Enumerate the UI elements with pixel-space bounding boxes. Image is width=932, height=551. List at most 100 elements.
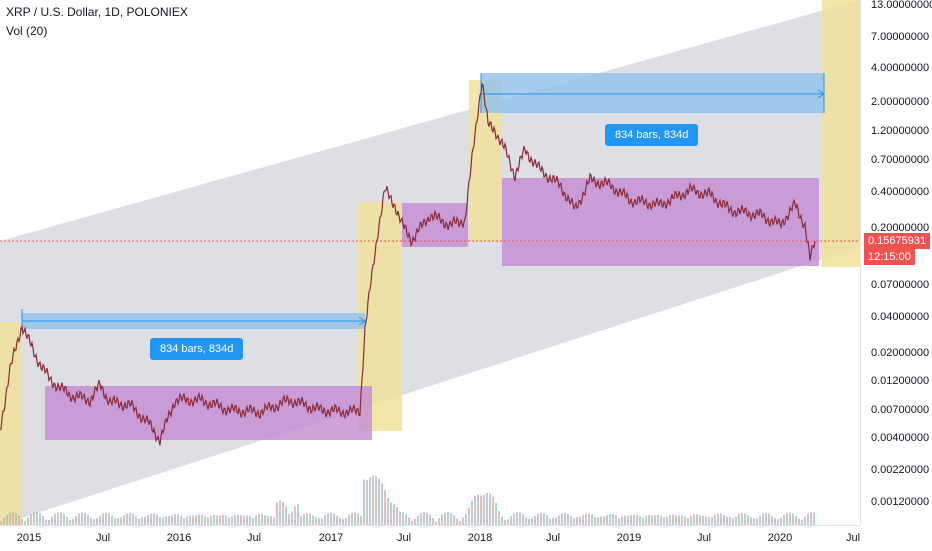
- volume-bar: [255, 515, 257, 525]
- volume-bar: [681, 515, 683, 525]
- volume-bar: [171, 515, 173, 525]
- volume-bar: [717, 513, 719, 525]
- volume-bar: [102, 513, 104, 525]
- volume-bar: [621, 516, 623, 525]
- volume-bar: [435, 521, 437, 525]
- volume-bar: [90, 517, 92, 525]
- volume-bar: [456, 518, 458, 525]
- volume-bar: [24, 521, 26, 525]
- volume-bar: [3, 518, 5, 525]
- volume-bar: [396, 507, 398, 525]
- volume-bar: [726, 516, 728, 525]
- volume-bar: [126, 513, 128, 525]
- volume-bar: [9, 512, 11, 525]
- volume-bar: [378, 478, 380, 525]
- volume-bar: [561, 513, 563, 525]
- purple-zone-2[interactable]: [402, 203, 468, 247]
- volume-bar: [237, 514, 239, 525]
- volume-bar: [99, 515, 101, 525]
- volume-bar: [174, 513, 176, 525]
- volume-bar: [222, 514, 224, 525]
- time-axis[interactable]: 2015 Jul 2016 Jul 2017 Jul 2018 Jul 2019…: [0, 525, 860, 551]
- volume-bar: [363, 479, 365, 525]
- volume-bar: [531, 518, 533, 525]
- volume-bar: [762, 513, 764, 525]
- volume-bar: [708, 517, 710, 525]
- volume-bar: [33, 512, 35, 525]
- volume-bar: [555, 517, 557, 525]
- price-tick: 2.00000000: [871, 96, 930, 108]
- volume-bar: [780, 517, 782, 525]
- purple-zone-3[interactable]: [502, 178, 819, 266]
- volume-bar: [450, 512, 452, 525]
- volume-bar: [336, 515, 338, 525]
- volume-bar: [228, 517, 230, 525]
- volume-bar: [639, 516, 641, 525]
- volume-bar: [135, 516, 137, 525]
- volume-bar: [120, 517, 122, 525]
- volume-bar: [690, 515, 692, 525]
- symbol-title[interactable]: XRP / U.S. Dollar, 1D, POLONIEX: [6, 5, 188, 19]
- volume-bar: [471, 500, 473, 525]
- volume-bar: [252, 518, 254, 525]
- volume-bar: [12, 512, 14, 525]
- volume-bar: [357, 513, 359, 525]
- volume-legend[interactable]: Vol (20): [6, 24, 48, 38]
- volume-bar: [384, 490, 386, 525]
- volume-bar: [687, 518, 689, 525]
- price-tick: 0.40000000: [871, 186, 930, 198]
- volume-bar: [516, 512, 518, 525]
- volume-bar: [411, 520, 413, 525]
- volume-bar: [645, 515, 647, 525]
- chart-area[interactable]: XRP / U.S. Dollar, 1D, POLONIEX Vol (20)…: [0, 0, 860, 525]
- volume-bar: [795, 516, 797, 525]
- yellow-zone-1[interactable]: [0, 322, 22, 525]
- volume-bar: [321, 518, 323, 525]
- volume-bar: [69, 519, 71, 525]
- volume-bar: [327, 513, 329, 525]
- volume-bar: [669, 514, 671, 525]
- volume-bar: [543, 513, 545, 525]
- yellow-zone-4[interactable]: [822, 0, 860, 267]
- volume-bar: [183, 517, 185, 525]
- time-tick: 2017: [318, 532, 344, 544]
- volume-bar: [420, 513, 422, 525]
- volume-bar: [96, 518, 98, 525]
- volume-bar: [612, 514, 614, 525]
- volume-bar: [426, 512, 428, 525]
- volume-bar: [813, 512, 815, 525]
- volume-bar: [204, 516, 206, 525]
- volume-bar: [588, 513, 590, 525]
- volume-bar: [207, 517, 209, 525]
- volume-bar: [594, 517, 596, 525]
- time-tick: 2016: [166, 532, 192, 544]
- volume-bar: [315, 517, 317, 525]
- purple-zone-1[interactable]: [45, 386, 372, 440]
- price-tick: 0.70000000: [871, 154, 930, 166]
- time-tick: Jul: [396, 532, 412, 544]
- volume-bar: [786, 512, 788, 525]
- price-chart[interactable]: [0, 0, 860, 525]
- volume-bar: [792, 513, 794, 525]
- volume-bar: [540, 512, 542, 525]
- volume-bar: [324, 515, 326, 525]
- range-label-2[interactable]: 834 bars, 834d: [605, 124, 699, 146]
- volume-bar: [576, 517, 578, 525]
- volume-bar: [729, 517, 731, 525]
- range-label-1[interactable]: 834 bars, 834d: [150, 338, 244, 360]
- range-box-2[interactable]: [481, 73, 824, 113]
- countdown-badge: 12:15:00: [864, 249, 915, 265]
- volume-bar: [603, 516, 605, 525]
- volume-bar: [180, 515, 182, 525]
- volume-bar: [507, 519, 509, 525]
- volume-bar: [201, 514, 203, 525]
- volume-bar: [132, 513, 134, 525]
- volume-bar: [810, 512, 812, 525]
- volume-bar: [285, 506, 287, 525]
- volume-bar: [492, 496, 494, 525]
- volume-bar: [42, 516, 44, 525]
- volume-bar: [108, 513, 110, 525]
- volume-bar: [147, 515, 149, 525]
- volume-bar: [582, 515, 584, 525]
- volume-bar: [36, 512, 38, 525]
